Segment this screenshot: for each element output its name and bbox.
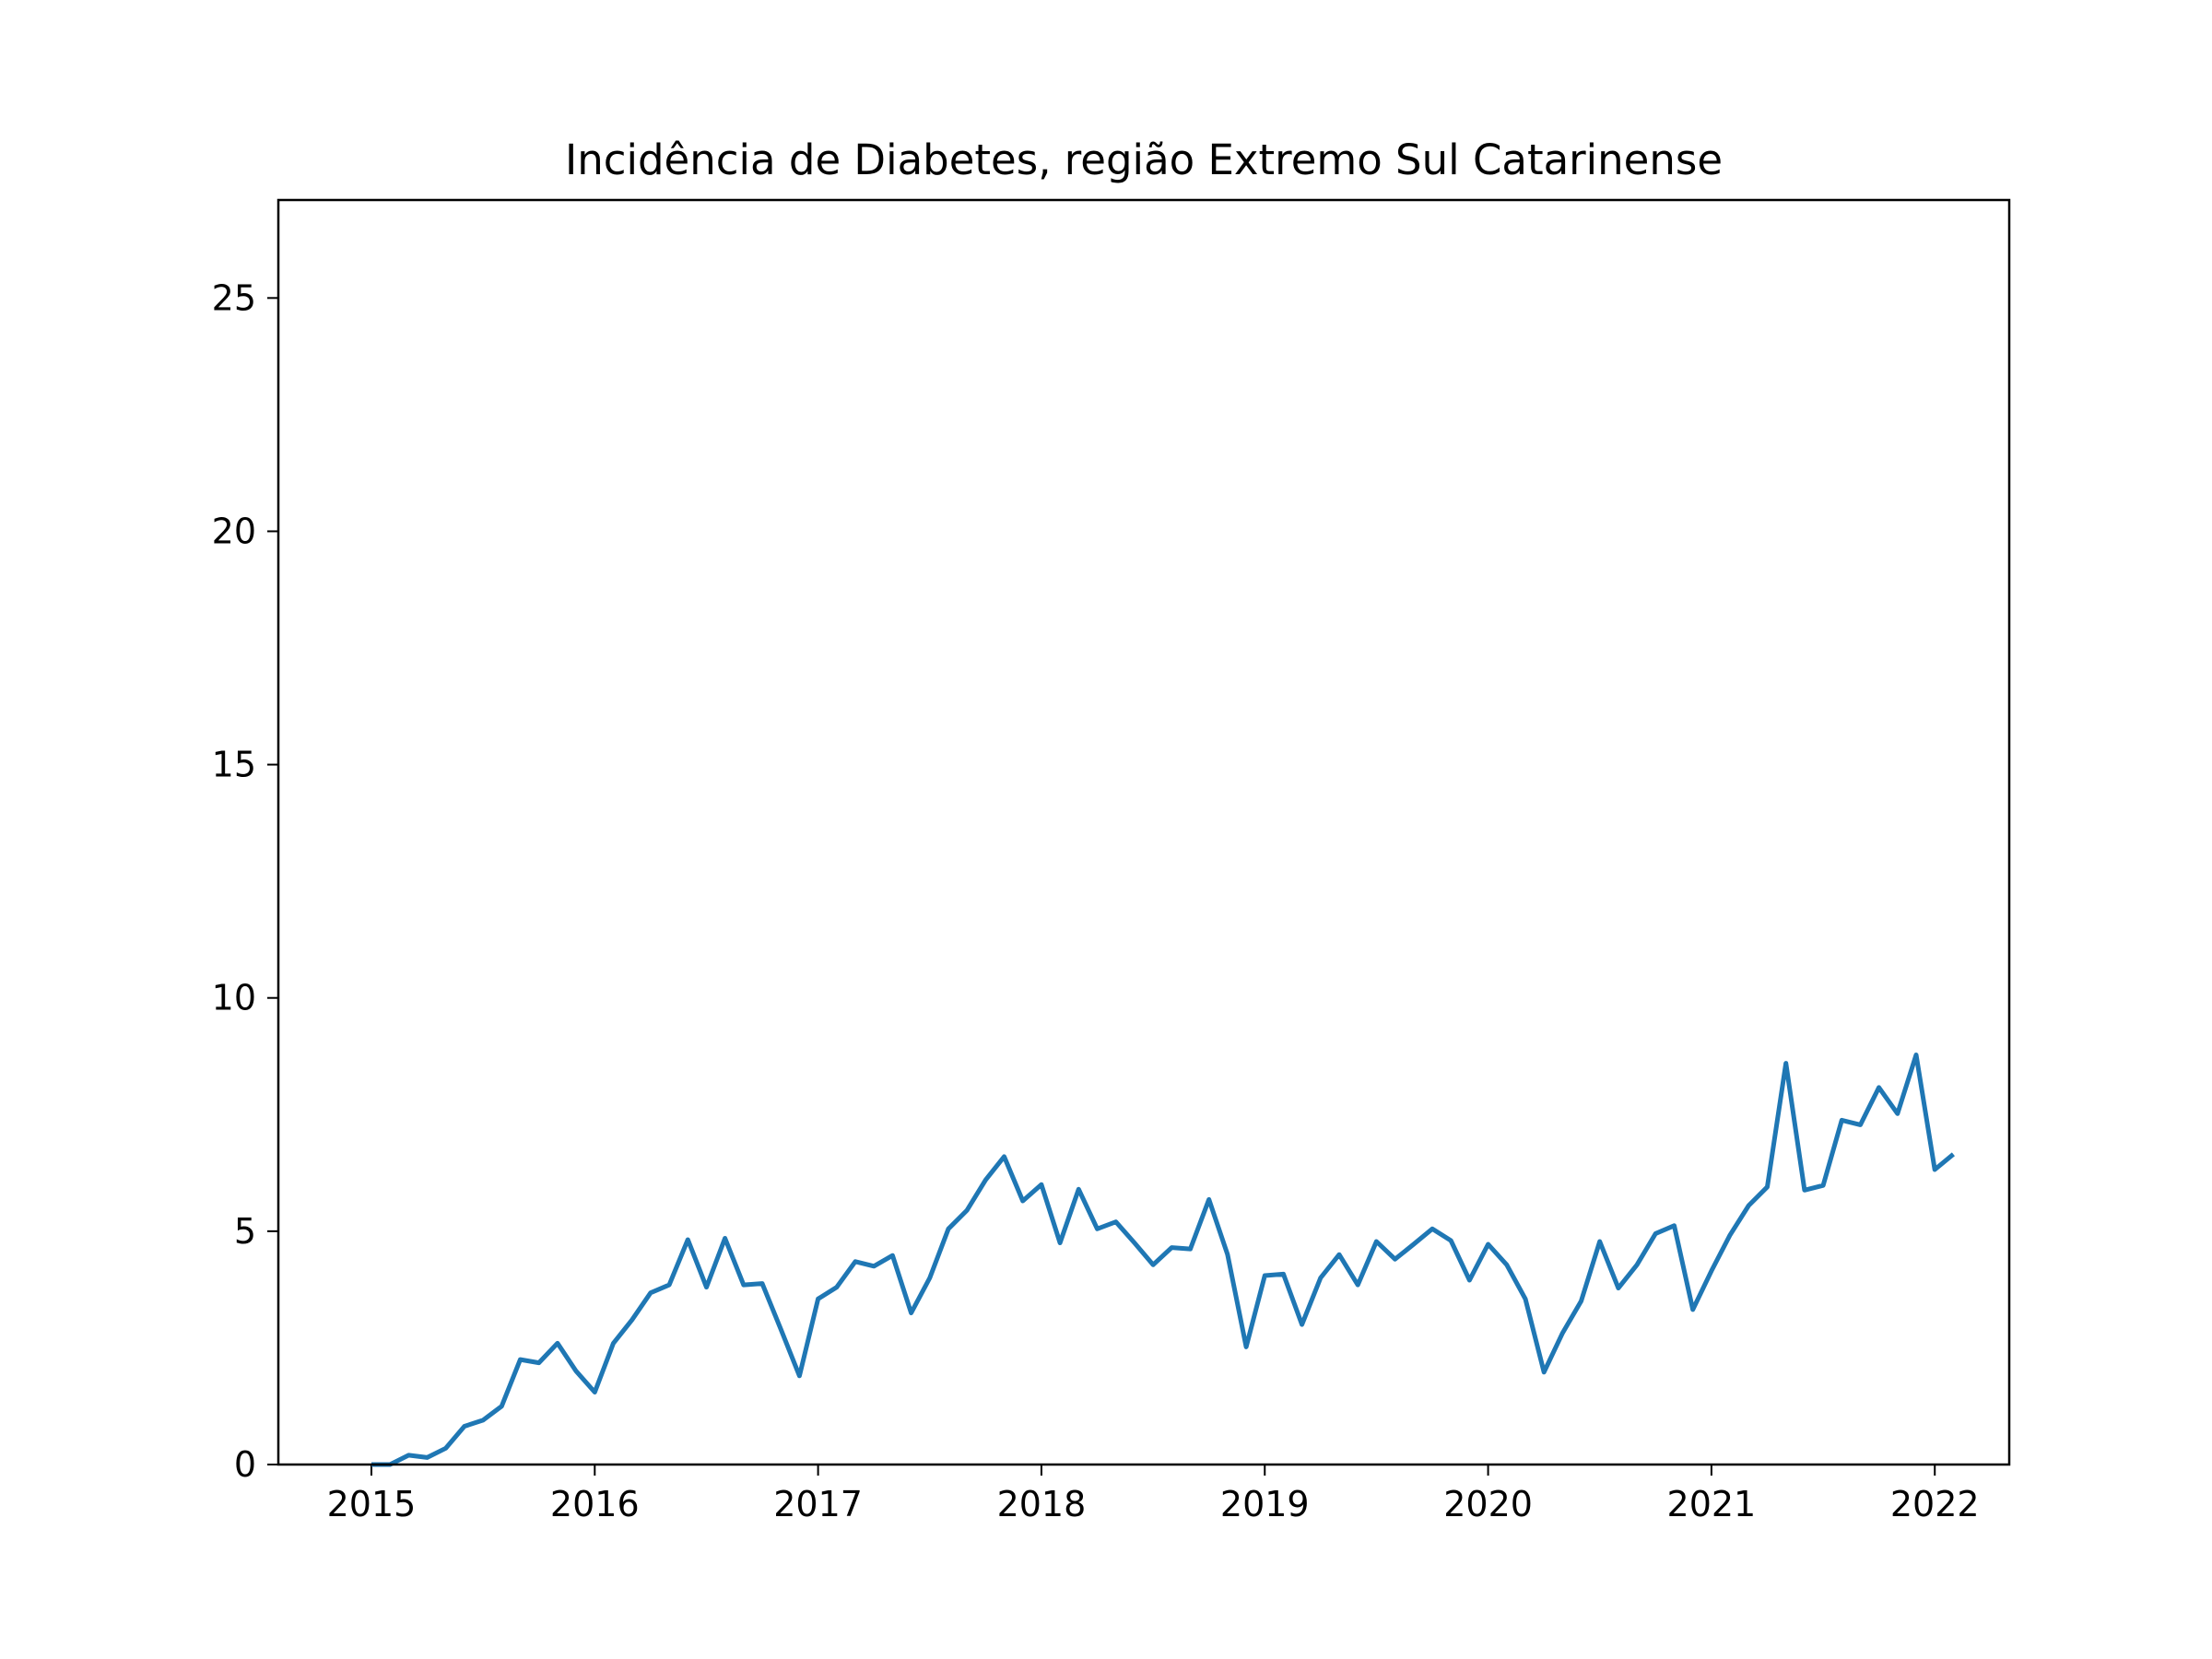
y-axis: 0 5 10 15 20 25: [212, 277, 278, 1485]
x-axis: 2015 2016 2017 2018 2019 2020 2021 2022: [327, 1465, 1980, 1524]
y-tick-label: 5: [234, 1211, 256, 1252]
x-tick-label: 2016: [550, 1484, 640, 1524]
plot-frame: [276, 198, 2011, 1466]
series-line: [371, 1053, 1955, 1467]
y-tick-label: 10: [212, 978, 256, 1018]
x-tick-label: 2019: [1220, 1484, 1310, 1524]
x-tick-label: 2021: [1667, 1484, 1757, 1524]
chart-title: Incidência de Diabetes, região Extremo S…: [565, 135, 1723, 184]
x-tick-label: 2015: [327, 1484, 417, 1524]
y-tick-label: 15: [212, 745, 256, 785]
y-tick-label: 20: [212, 511, 256, 551]
y-tick-label: 0: [234, 1444, 256, 1485]
x-tick-label: 2018: [997, 1484, 1087, 1524]
y-tick-label: 25: [212, 277, 256, 318]
x-tick-label: 2020: [1443, 1484, 1533, 1524]
x-tick-label: 2022: [1890, 1484, 1980, 1524]
x-tick-label: 2017: [773, 1484, 863, 1524]
